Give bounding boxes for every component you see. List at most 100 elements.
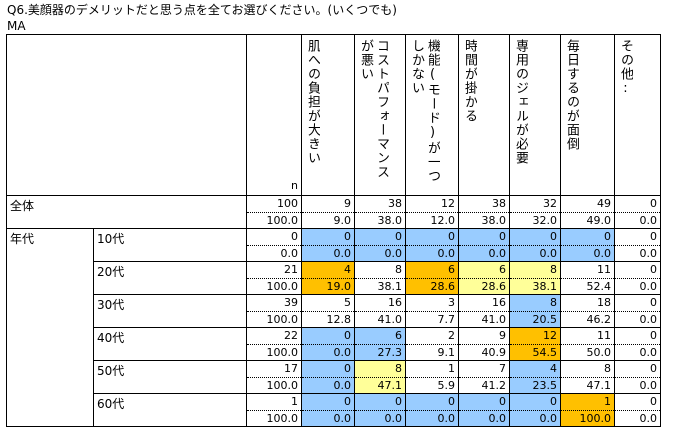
count-value: 1 bbox=[448, 362, 455, 375]
percent-value: 100.0 bbox=[266, 313, 299, 326]
count-value: 12 bbox=[441, 197, 455, 210]
data-cell: 1 100.0 bbox=[560, 393, 615, 427]
count-value: 8 bbox=[550, 296, 557, 309]
n-cell: 39 100.0 bbox=[246, 294, 302, 328]
data-cell: 0 0.0 bbox=[509, 393, 561, 427]
data-cell: 8 20.5 bbox=[509, 294, 561, 328]
count-value: 9 bbox=[499, 329, 506, 342]
percent-value: 0.0 bbox=[539, 412, 558, 425]
row-label: 60代 bbox=[93, 393, 247, 427]
column-header-5: 毎日するのが面倒 bbox=[560, 34, 615, 196]
header-blank-cell bbox=[6, 34, 247, 196]
crosstab-table: n 肌への負担が大きい コストパフォーマンスが悪い 機能(モード)が一つしかない… bbox=[6, 34, 661, 427]
row-label: 10代 bbox=[93, 228, 247, 262]
count-value: 16 bbox=[388, 296, 402, 309]
data-cell: 4 23.5 bbox=[509, 360, 561, 394]
percent-value: 20.5 bbox=[532, 313, 558, 326]
percent-value: 38.0 bbox=[377, 214, 403, 227]
table-row: 年代 10代 0 0.0 0 0.0 0 0.0 0 0.0 0 0.0 0 0.0 0 0.0 0 0.0 bbox=[6, 228, 661, 427]
data-cell: 8 47.1 bbox=[560, 360, 615, 394]
percent-value: 38.0 bbox=[481, 214, 507, 227]
percent-value: 0.0 bbox=[639, 247, 658, 260]
percent-value: 9.0 bbox=[333, 214, 352, 227]
count-value: 0 bbox=[344, 329, 351, 342]
data-cell: 0 0.0 bbox=[560, 228, 615, 262]
percent-value: 41.0 bbox=[377, 313, 403, 326]
data-cell: 16 41.0 bbox=[354, 294, 406, 328]
data-cell: 0 0.0 bbox=[614, 393, 661, 427]
row-label: 20代 bbox=[93, 261, 247, 295]
count-value: 38 bbox=[492, 197, 506, 210]
count-value: 0 bbox=[291, 230, 298, 243]
percent-value: 0.0 bbox=[333, 346, 352, 359]
count-value: 7 bbox=[499, 362, 506, 375]
count-value: 0 bbox=[499, 395, 506, 408]
n-cell: 0 0.0 bbox=[246, 228, 302, 262]
data-cell: 11 50.0 bbox=[560, 327, 615, 361]
count-value: 6 bbox=[448, 263, 455, 276]
count-value: 5 bbox=[344, 296, 351, 309]
percent-value: 100.0 bbox=[266, 280, 299, 293]
count-value: 38 bbox=[388, 197, 402, 210]
count-value: 0 bbox=[650, 329, 657, 342]
percent-value: 49.0 bbox=[586, 214, 612, 227]
percent-value: 0.0 bbox=[384, 412, 403, 425]
data-cell: 9 40.9 bbox=[458, 327, 510, 361]
percent-value: 0.0 bbox=[437, 247, 456, 260]
count-value: 0 bbox=[650, 296, 657, 309]
count-value: 0 bbox=[395, 395, 402, 408]
count-value: 1 bbox=[291, 395, 298, 408]
percent-value: 0.0 bbox=[384, 247, 403, 260]
count-value: 18 bbox=[597, 296, 611, 309]
percent-value: 40.9 bbox=[481, 346, 507, 359]
percent-value: 0.0 bbox=[280, 247, 299, 260]
count-value: 22 bbox=[284, 329, 298, 342]
percent-value: 100.0 bbox=[266, 214, 299, 227]
percent-value: 0.0 bbox=[639, 313, 658, 326]
table-row: 50代 17 100.0 0 0.0 8 47.1 1 5.9 7 41.2 4 23.5 8 47.1 0 0… bbox=[7, 360, 661, 394]
data-cell: 12 54.5 bbox=[509, 327, 561, 361]
data-cell: 7 41.2 bbox=[458, 360, 510, 394]
percent-value: 9.1 bbox=[437, 346, 456, 359]
count-value: 21 bbox=[284, 263, 298, 276]
data-cell: 1 5.9 bbox=[405, 360, 459, 394]
data-cell: 0 0.0 bbox=[614, 195, 661, 229]
row-label: 40代 bbox=[93, 327, 247, 361]
percent-value: 100.0 bbox=[266, 379, 299, 392]
count-value: 3 bbox=[448, 296, 455, 309]
data-cell: 0 0.0 bbox=[614, 228, 661, 262]
count-value: 0 bbox=[448, 230, 455, 243]
data-cell: 9 9.0 bbox=[301, 195, 355, 229]
table-row: 60代 1 100.0 0 0.0 0 0.0 0 0.0 0 0.0 0 0.0 1 100.0 0 0.0 bbox=[7, 393, 661, 427]
percent-value: 0.0 bbox=[639, 379, 658, 392]
data-cell: 38 38.0 bbox=[354, 195, 406, 229]
percent-value: 38.1 bbox=[377, 280, 403, 293]
count-value: 8 bbox=[395, 362, 402, 375]
question-title: Q6.美顔器のデメリットだと思う点を全てお選びください。(いくつでも) bbox=[7, 3, 397, 17]
header-row: n 肌への負担が大きい コストパフォーマンスが悪い 機能(モード)が一つしかない… bbox=[6, 34, 661, 196]
percent-value: 0.0 bbox=[593, 247, 612, 260]
percent-value: 12.8 bbox=[326, 313, 352, 326]
data-cell: 0 0.0 bbox=[509, 228, 561, 262]
percent-value: 0.0 bbox=[333, 412, 352, 425]
table-row: 40代 22 100.0 0 0.0 6 27.3 2 9.1 9 40.9 12 54.5 11 50.0… bbox=[7, 327, 661, 361]
count-value: 0 bbox=[344, 230, 351, 243]
data-cell: 5 12.8 bbox=[301, 294, 355, 328]
percent-value: 100.0 bbox=[579, 412, 612, 425]
count-value: 0 bbox=[550, 230, 557, 243]
count-value: 17 bbox=[284, 362, 298, 375]
n-cell: 21 100.0 bbox=[246, 261, 302, 295]
column-header-2: 機能(モード)が一つしかない bbox=[405, 34, 459, 196]
data-cell: 0 0.0 bbox=[354, 393, 406, 427]
percent-value: 0.0 bbox=[333, 247, 352, 260]
percent-value: 12.0 bbox=[430, 214, 456, 227]
count-value: 32 bbox=[543, 197, 557, 210]
count-value: 4 bbox=[344, 263, 351, 276]
percent-value: 0.0 bbox=[488, 247, 507, 260]
n-header: n bbox=[246, 34, 302, 196]
data-cell: 6 28.6 bbox=[405, 261, 459, 295]
n-cell: 100 100.0 bbox=[246, 195, 302, 229]
count-value: 0 bbox=[344, 395, 351, 408]
percent-value: 32.0 bbox=[532, 214, 558, 227]
count-value: 8 bbox=[604, 362, 611, 375]
